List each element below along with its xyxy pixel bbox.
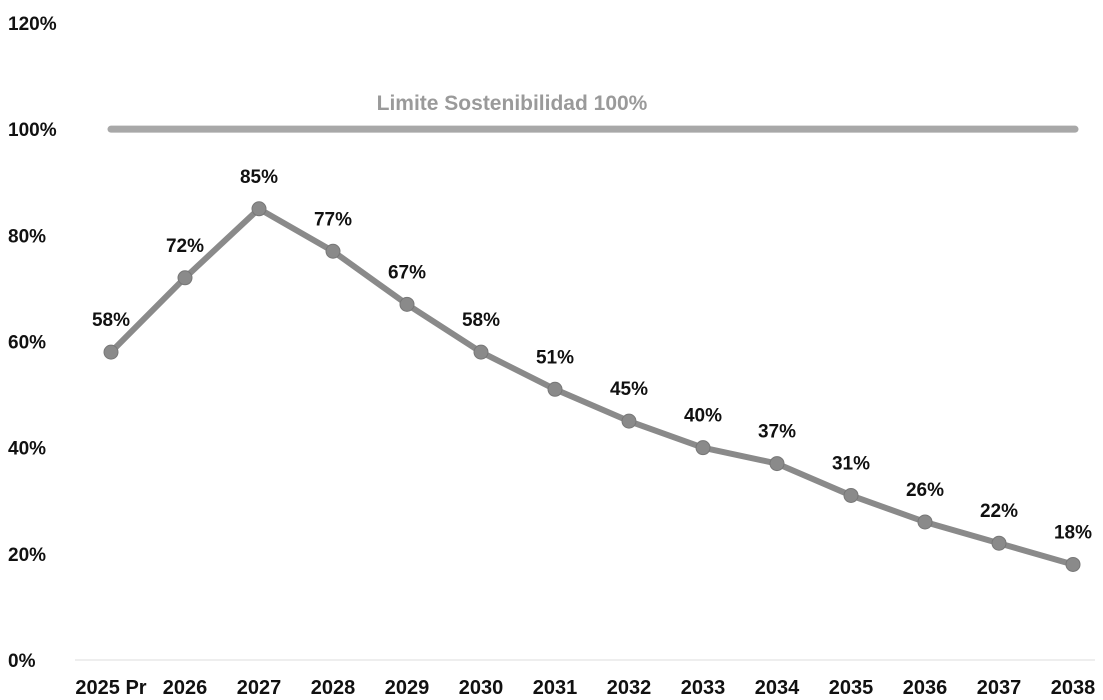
x-tick-label: 2033 bbox=[681, 677, 726, 699]
data-label: 85% bbox=[240, 167, 278, 188]
data-point bbox=[991, 535, 1007, 551]
x-tick-label: 2031 bbox=[533, 677, 578, 699]
data-label: 51% bbox=[536, 347, 574, 368]
data-point bbox=[177, 270, 193, 286]
data-label: 67% bbox=[388, 262, 426, 283]
data-point bbox=[769, 456, 785, 472]
data-label: 45% bbox=[610, 379, 648, 400]
x-tick-label: 2026 bbox=[163, 677, 208, 699]
data-point bbox=[251, 201, 267, 217]
data-point bbox=[1065, 556, 1081, 572]
debt-ratio-line bbox=[108, 205, 1076, 568]
x-tick-label: 2037 bbox=[977, 677, 1022, 699]
data-point bbox=[695, 440, 711, 456]
x-tick-label: 2029 bbox=[385, 677, 430, 699]
data-point bbox=[843, 487, 859, 503]
data-label: 72% bbox=[166, 236, 204, 257]
data-label: 40% bbox=[684, 406, 722, 427]
y-tick-label: 0% bbox=[8, 651, 36, 672]
data-label: 37% bbox=[758, 422, 796, 443]
y-tick-label: 20% bbox=[8, 545, 46, 566]
data-point bbox=[621, 413, 637, 429]
y-axis: 0% 20% 40% 60% 80% 100% 120% bbox=[8, 14, 57, 672]
data-point bbox=[547, 381, 563, 397]
data-labels: 58% 72% 85% 77% 67% 58% 51% 45% 40% 37% 31% 26% 22% 1… bbox=[92, 167, 1092, 544]
x-tick-label: 2036 bbox=[903, 677, 948, 699]
y-tick-label: 80% bbox=[8, 226, 46, 247]
data-label: 26% bbox=[906, 480, 944, 501]
sustainability-limit-label: Limite Sostenibilidad 100% bbox=[377, 92, 648, 115]
y-tick-label: 40% bbox=[8, 439, 46, 460]
data-label: 58% bbox=[92, 310, 130, 331]
x-tick-label: 2032 bbox=[607, 677, 652, 699]
x-tick-label: 2025 Pr bbox=[75, 677, 146, 699]
data-label: 22% bbox=[980, 501, 1018, 522]
data-points bbox=[103, 201, 1081, 572]
data-label: 31% bbox=[832, 453, 870, 474]
data-point bbox=[473, 344, 489, 360]
data-label: 77% bbox=[314, 209, 352, 230]
x-tick-label: 2027 bbox=[237, 677, 282, 699]
x-tick-label: 2030 bbox=[459, 677, 504, 699]
data-label: 58% bbox=[462, 310, 500, 331]
x-tick-label: 2035 bbox=[829, 677, 874, 699]
y-tick-label: 60% bbox=[8, 333, 46, 354]
data-point bbox=[103, 344, 119, 360]
data-label: 18% bbox=[1054, 522, 1092, 543]
data-point bbox=[399, 296, 415, 312]
y-tick-label: 100% bbox=[8, 120, 57, 141]
data-point bbox=[325, 243, 341, 259]
x-axis: 2025 Pr 2026 2027 2028 2029 2030 2031 2032 2033 2… bbox=[75, 677, 1095, 699]
x-tick-label: 2028 bbox=[311, 677, 356, 699]
x-tick-label: 2034 bbox=[755, 677, 800, 699]
y-tick-label: 120% bbox=[8, 14, 57, 35]
x-tick-label: 2038 bbox=[1051, 677, 1096, 699]
data-point bbox=[917, 514, 933, 530]
